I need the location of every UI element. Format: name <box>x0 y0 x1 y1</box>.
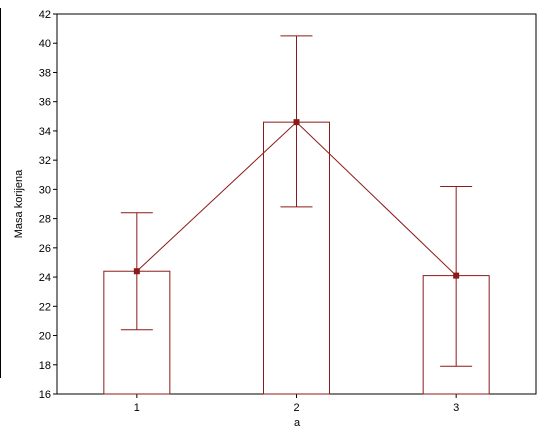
x-axis: 1 2 3 <box>134 394 459 414</box>
y-tick-label: 18 <box>39 360 51 372</box>
mean-point <box>133 268 140 275</box>
y-tick-label: 30 <box>39 184 51 196</box>
y-tick-label: 22 <box>39 301 51 313</box>
y-tick-label: 36 <box>39 97 51 109</box>
y-tick-label: 26 <box>39 243 51 255</box>
y-tick-label: 20 <box>39 331 51 343</box>
mean-point <box>453 272 460 279</box>
x-tick-label: 3 <box>453 402 459 414</box>
y-axis-title: Masa korijena <box>13 169 25 238</box>
y-axis: 16 18 20 22 24 26 28 30 32 34 36 38 40 42 <box>39 9 57 401</box>
y-tick-label: 42 <box>39 9 51 21</box>
x-tick-label: 1 <box>134 402 140 414</box>
y-tick-label: 40 <box>39 38 51 50</box>
y-tick-label: 16 <box>39 389 51 401</box>
y-tick-label: 24 <box>39 272 51 284</box>
y-tick-label: 38 <box>39 67 51 79</box>
y-tick-label: 28 <box>39 214 51 226</box>
x-axis-title: a <box>294 417 301 428</box>
mean-line <box>133 119 460 279</box>
y-tick-label: 34 <box>39 126 51 138</box>
y-tick-label: 32 <box>39 155 51 167</box>
x-tick-label: 2 <box>293 402 299 414</box>
mean-point <box>293 119 300 126</box>
